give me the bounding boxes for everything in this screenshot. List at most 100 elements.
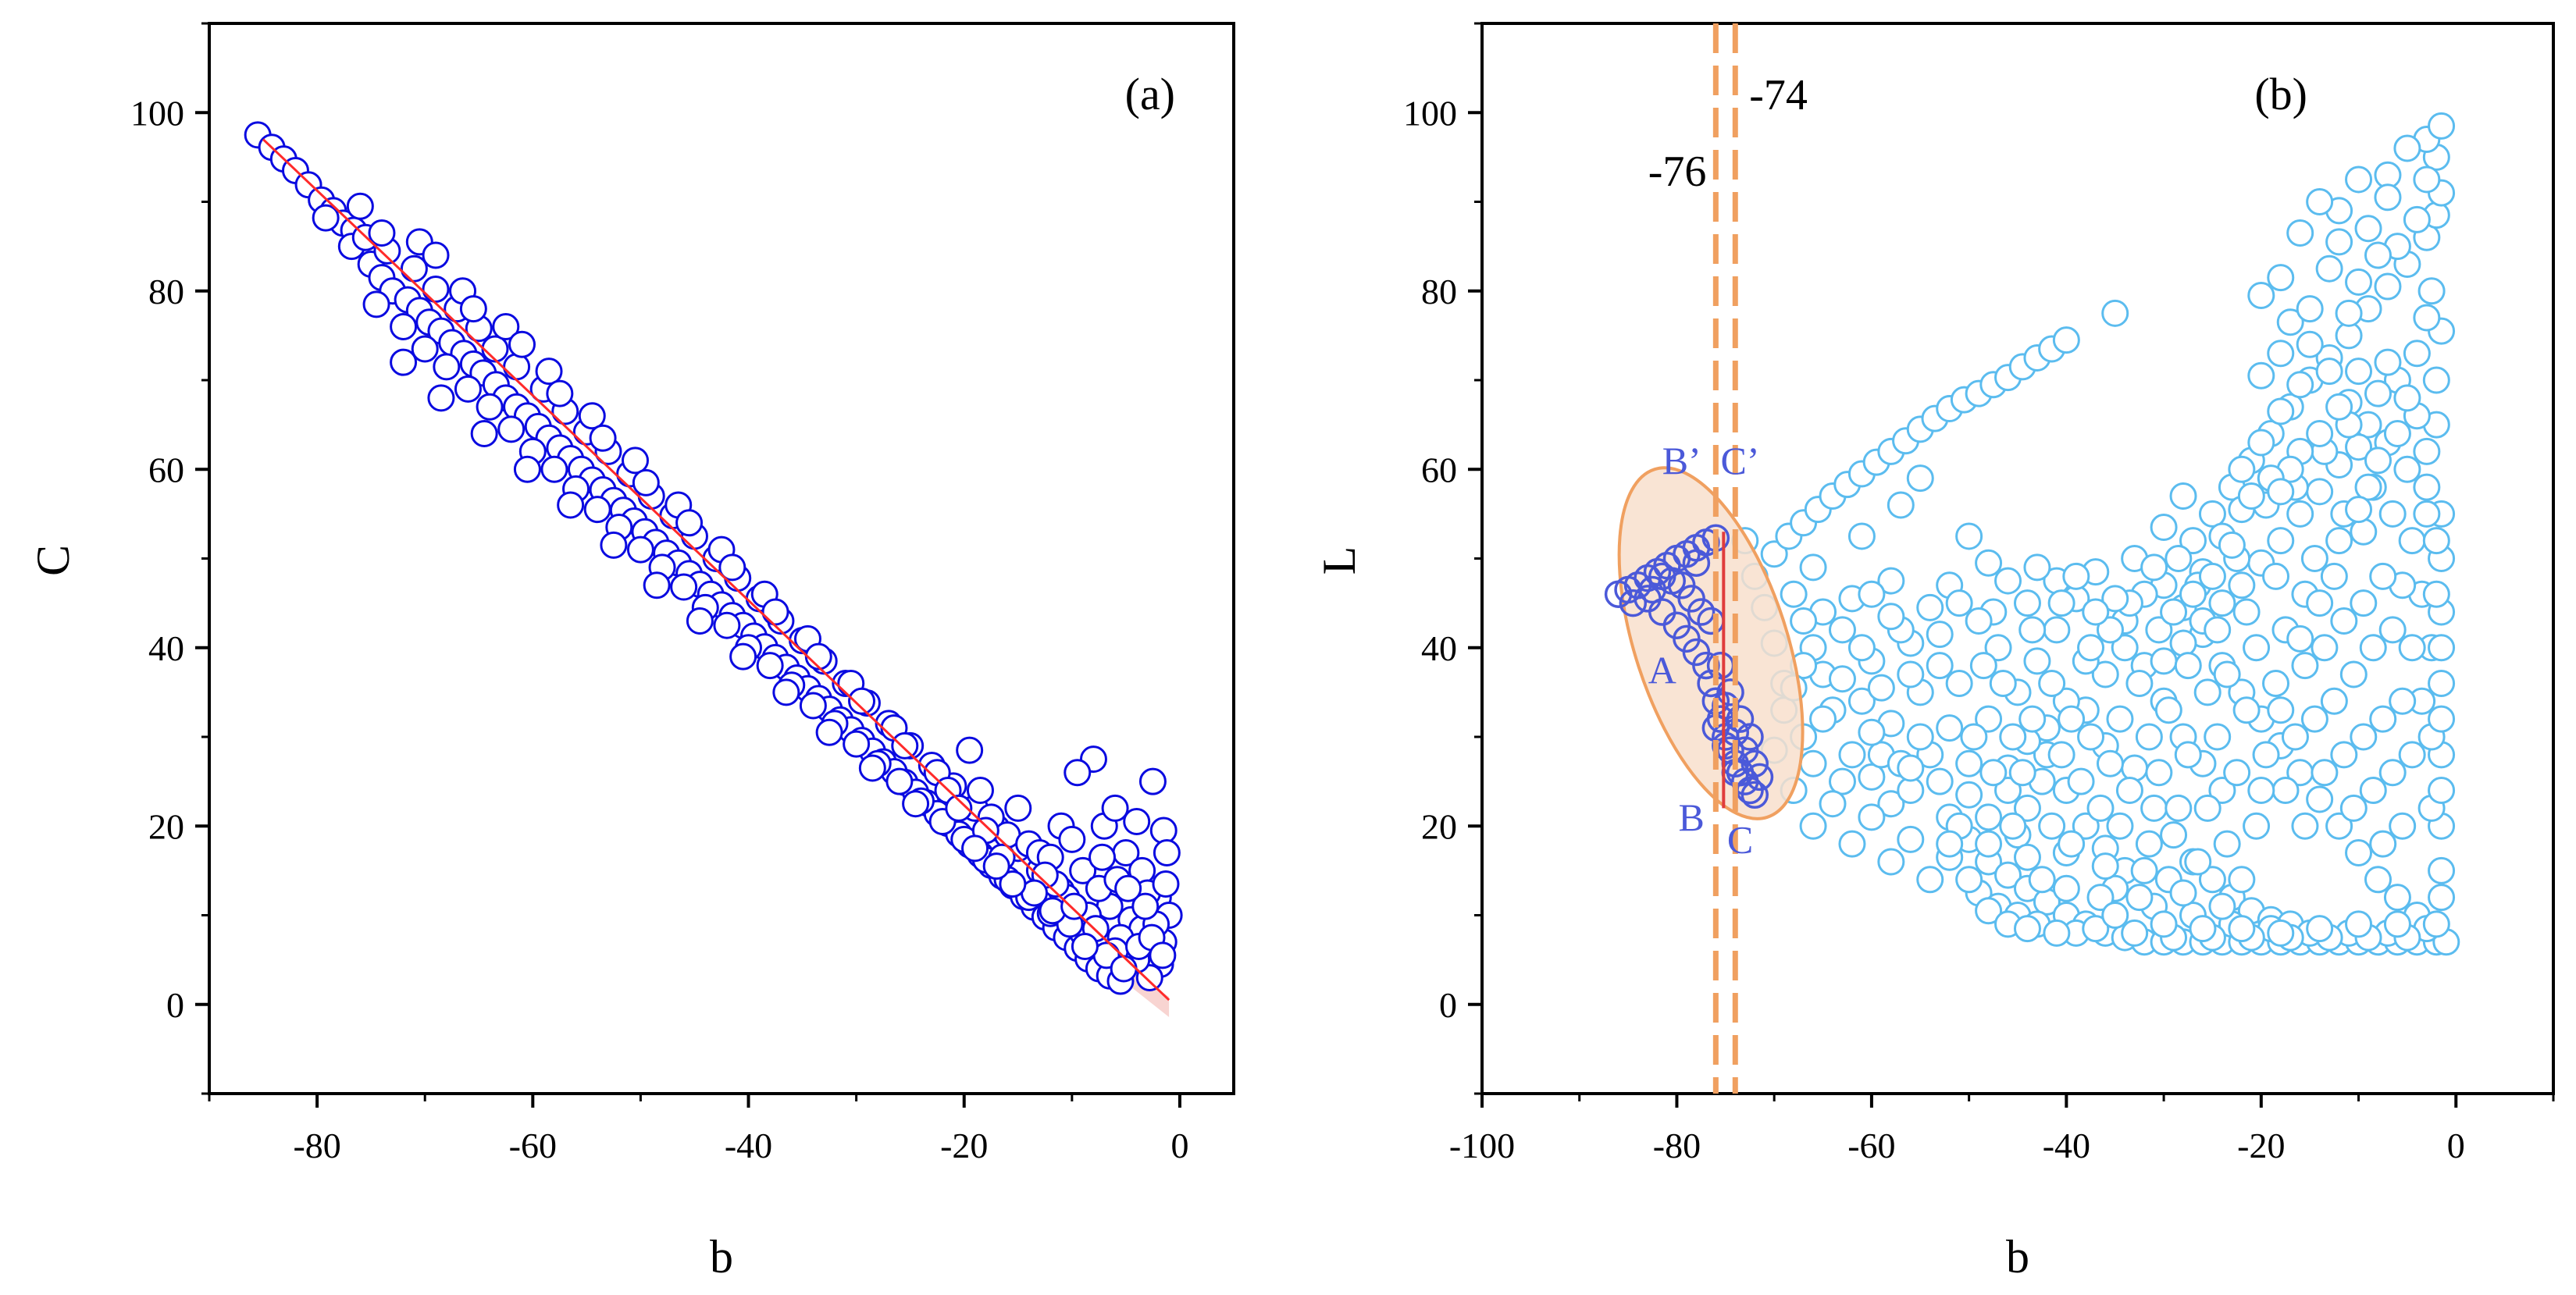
scatter-point bbox=[2364, 446, 2392, 475]
scatter-point bbox=[1809, 705, 1837, 733]
scatter-point bbox=[2428, 112, 2456, 140]
scatter-point bbox=[2135, 723, 2163, 751]
scatter-point bbox=[2028, 866, 2056, 894]
scatter-point bbox=[2335, 299, 2363, 327]
scatter-point bbox=[2345, 165, 2373, 194]
scatter-point bbox=[756, 652, 784, 680]
region-point bbox=[1740, 781, 1769, 809]
scatter-point bbox=[1799, 553, 1827, 582]
scatter-point bbox=[2237, 482, 2265, 511]
scatter-point bbox=[2364, 241, 2392, 269]
scatter-point bbox=[1858, 803, 1886, 831]
scatter-point bbox=[2052, 326, 2080, 354]
scatter-point bbox=[1999, 812, 2027, 840]
scatter-point bbox=[643, 571, 671, 599]
scatter-point bbox=[2145, 616, 2173, 644]
region-point bbox=[1736, 723, 1764, 751]
scatter-point bbox=[2389, 687, 2417, 715]
scatter-point bbox=[1955, 866, 1983, 894]
x-tick-label: -80 bbox=[293, 1126, 340, 1165]
scatter-point bbox=[761, 598, 789, 626]
x-tick-label: -80 bbox=[1653, 1126, 1701, 1165]
scatter-point bbox=[1847, 687, 1876, 715]
scatter-point bbox=[2091, 852, 2119, 881]
x-tick-label: -40 bbox=[725, 1126, 772, 1165]
scatter-point bbox=[2193, 678, 2221, 706]
scatter-point bbox=[2374, 183, 2402, 212]
scatter-point bbox=[2267, 919, 2295, 947]
scatter-point bbox=[2345, 910, 2373, 938]
panel-b-scatter-points bbox=[1731, 112, 2460, 956]
scatter-point bbox=[2281, 723, 2309, 751]
scatter-point bbox=[718, 553, 746, 582]
panel-b-label: (b) bbox=[2254, 69, 2307, 119]
scatter-point bbox=[902, 790, 930, 818]
scatter-point bbox=[2291, 812, 2319, 840]
scatter-point bbox=[2325, 527, 2353, 555]
scatter-point bbox=[2150, 647, 2178, 675]
scatter-point bbox=[2043, 616, 2071, 644]
region-point bbox=[1619, 589, 1648, 617]
scatter-point bbox=[1114, 874, 1142, 902]
scatter-point bbox=[1960, 723, 1988, 751]
scatter-point bbox=[632, 468, 660, 496]
scatter-point bbox=[535, 358, 563, 386]
scatter-point bbox=[2320, 562, 2348, 590]
scatter-point bbox=[2164, 794, 2193, 822]
scatter-point bbox=[2101, 299, 2129, 327]
scatter-point bbox=[2286, 371, 2314, 399]
y-tick-label: 60 bbox=[1421, 450, 1457, 489]
scatter-point bbox=[2067, 767, 2095, 795]
scatter-point bbox=[2286, 219, 2314, 247]
scatter-point bbox=[772, 678, 800, 706]
scatter-point bbox=[2267, 264, 2295, 292]
scatter-point bbox=[2091, 660, 2119, 688]
scatter-point bbox=[799, 692, 827, 720]
scatter-point bbox=[400, 254, 428, 283]
scatter-point bbox=[454, 375, 482, 403]
region-label: B’ bbox=[1662, 439, 1701, 482]
scatter-point bbox=[2413, 473, 2441, 501]
scatter-point bbox=[1149, 941, 1177, 969]
scatter-point bbox=[2428, 669, 2456, 697]
scatter-point bbox=[2062, 562, 2090, 590]
scatter-point bbox=[1790, 607, 1818, 635]
scatter-point bbox=[589, 424, 617, 452]
scatter-point bbox=[2398, 527, 2426, 555]
scatter-point bbox=[2345, 433, 2373, 461]
scatter-point bbox=[1994, 777, 2022, 805]
scatter-point bbox=[2013, 843, 2041, 871]
scatter-point bbox=[2189, 915, 2217, 943]
panel-a-y-axis-title: C bbox=[27, 545, 79, 576]
scatter-point bbox=[2306, 785, 2334, 813]
scatter-point bbox=[600, 531, 628, 559]
scatter-point bbox=[2296, 330, 2324, 358]
scatter-point bbox=[2345, 839, 2373, 867]
scatter-point bbox=[675, 509, 704, 537]
scatter-point bbox=[1847, 634, 1876, 662]
scatter-point bbox=[1838, 741, 1866, 769]
scatter-point bbox=[459, 295, 487, 323]
scatter-point bbox=[1058, 825, 1086, 853]
scatter-point bbox=[1936, 830, 1964, 858]
scatter-point bbox=[2354, 215, 2382, 243]
scatter-point bbox=[1906, 723, 1934, 751]
region-point bbox=[1648, 562, 1676, 591]
scatter-point bbox=[422, 275, 450, 303]
scatter-point bbox=[2154, 696, 2182, 724]
scatter-point bbox=[945, 794, 973, 822]
scatter-point bbox=[2096, 749, 2124, 777]
y-tick-label: 80 bbox=[1421, 272, 1457, 311]
scatter-point bbox=[2228, 915, 2256, 943]
scatter-point bbox=[2271, 777, 2300, 805]
panel-b-region-labels: A BC B’ C’ bbox=[1648, 439, 1760, 862]
scatter-point bbox=[1965, 607, 1993, 635]
scatter-point bbox=[390, 348, 418, 376]
scatter-point bbox=[2243, 812, 2271, 840]
scatter-point bbox=[2369, 705, 2397, 733]
scatter-point bbox=[1153, 839, 1181, 867]
scatter-point bbox=[2208, 777, 2236, 805]
scatter-point bbox=[2383, 884, 2411, 912]
scatter-point bbox=[2125, 884, 2154, 912]
scatter-point bbox=[2072, 812, 2100, 840]
